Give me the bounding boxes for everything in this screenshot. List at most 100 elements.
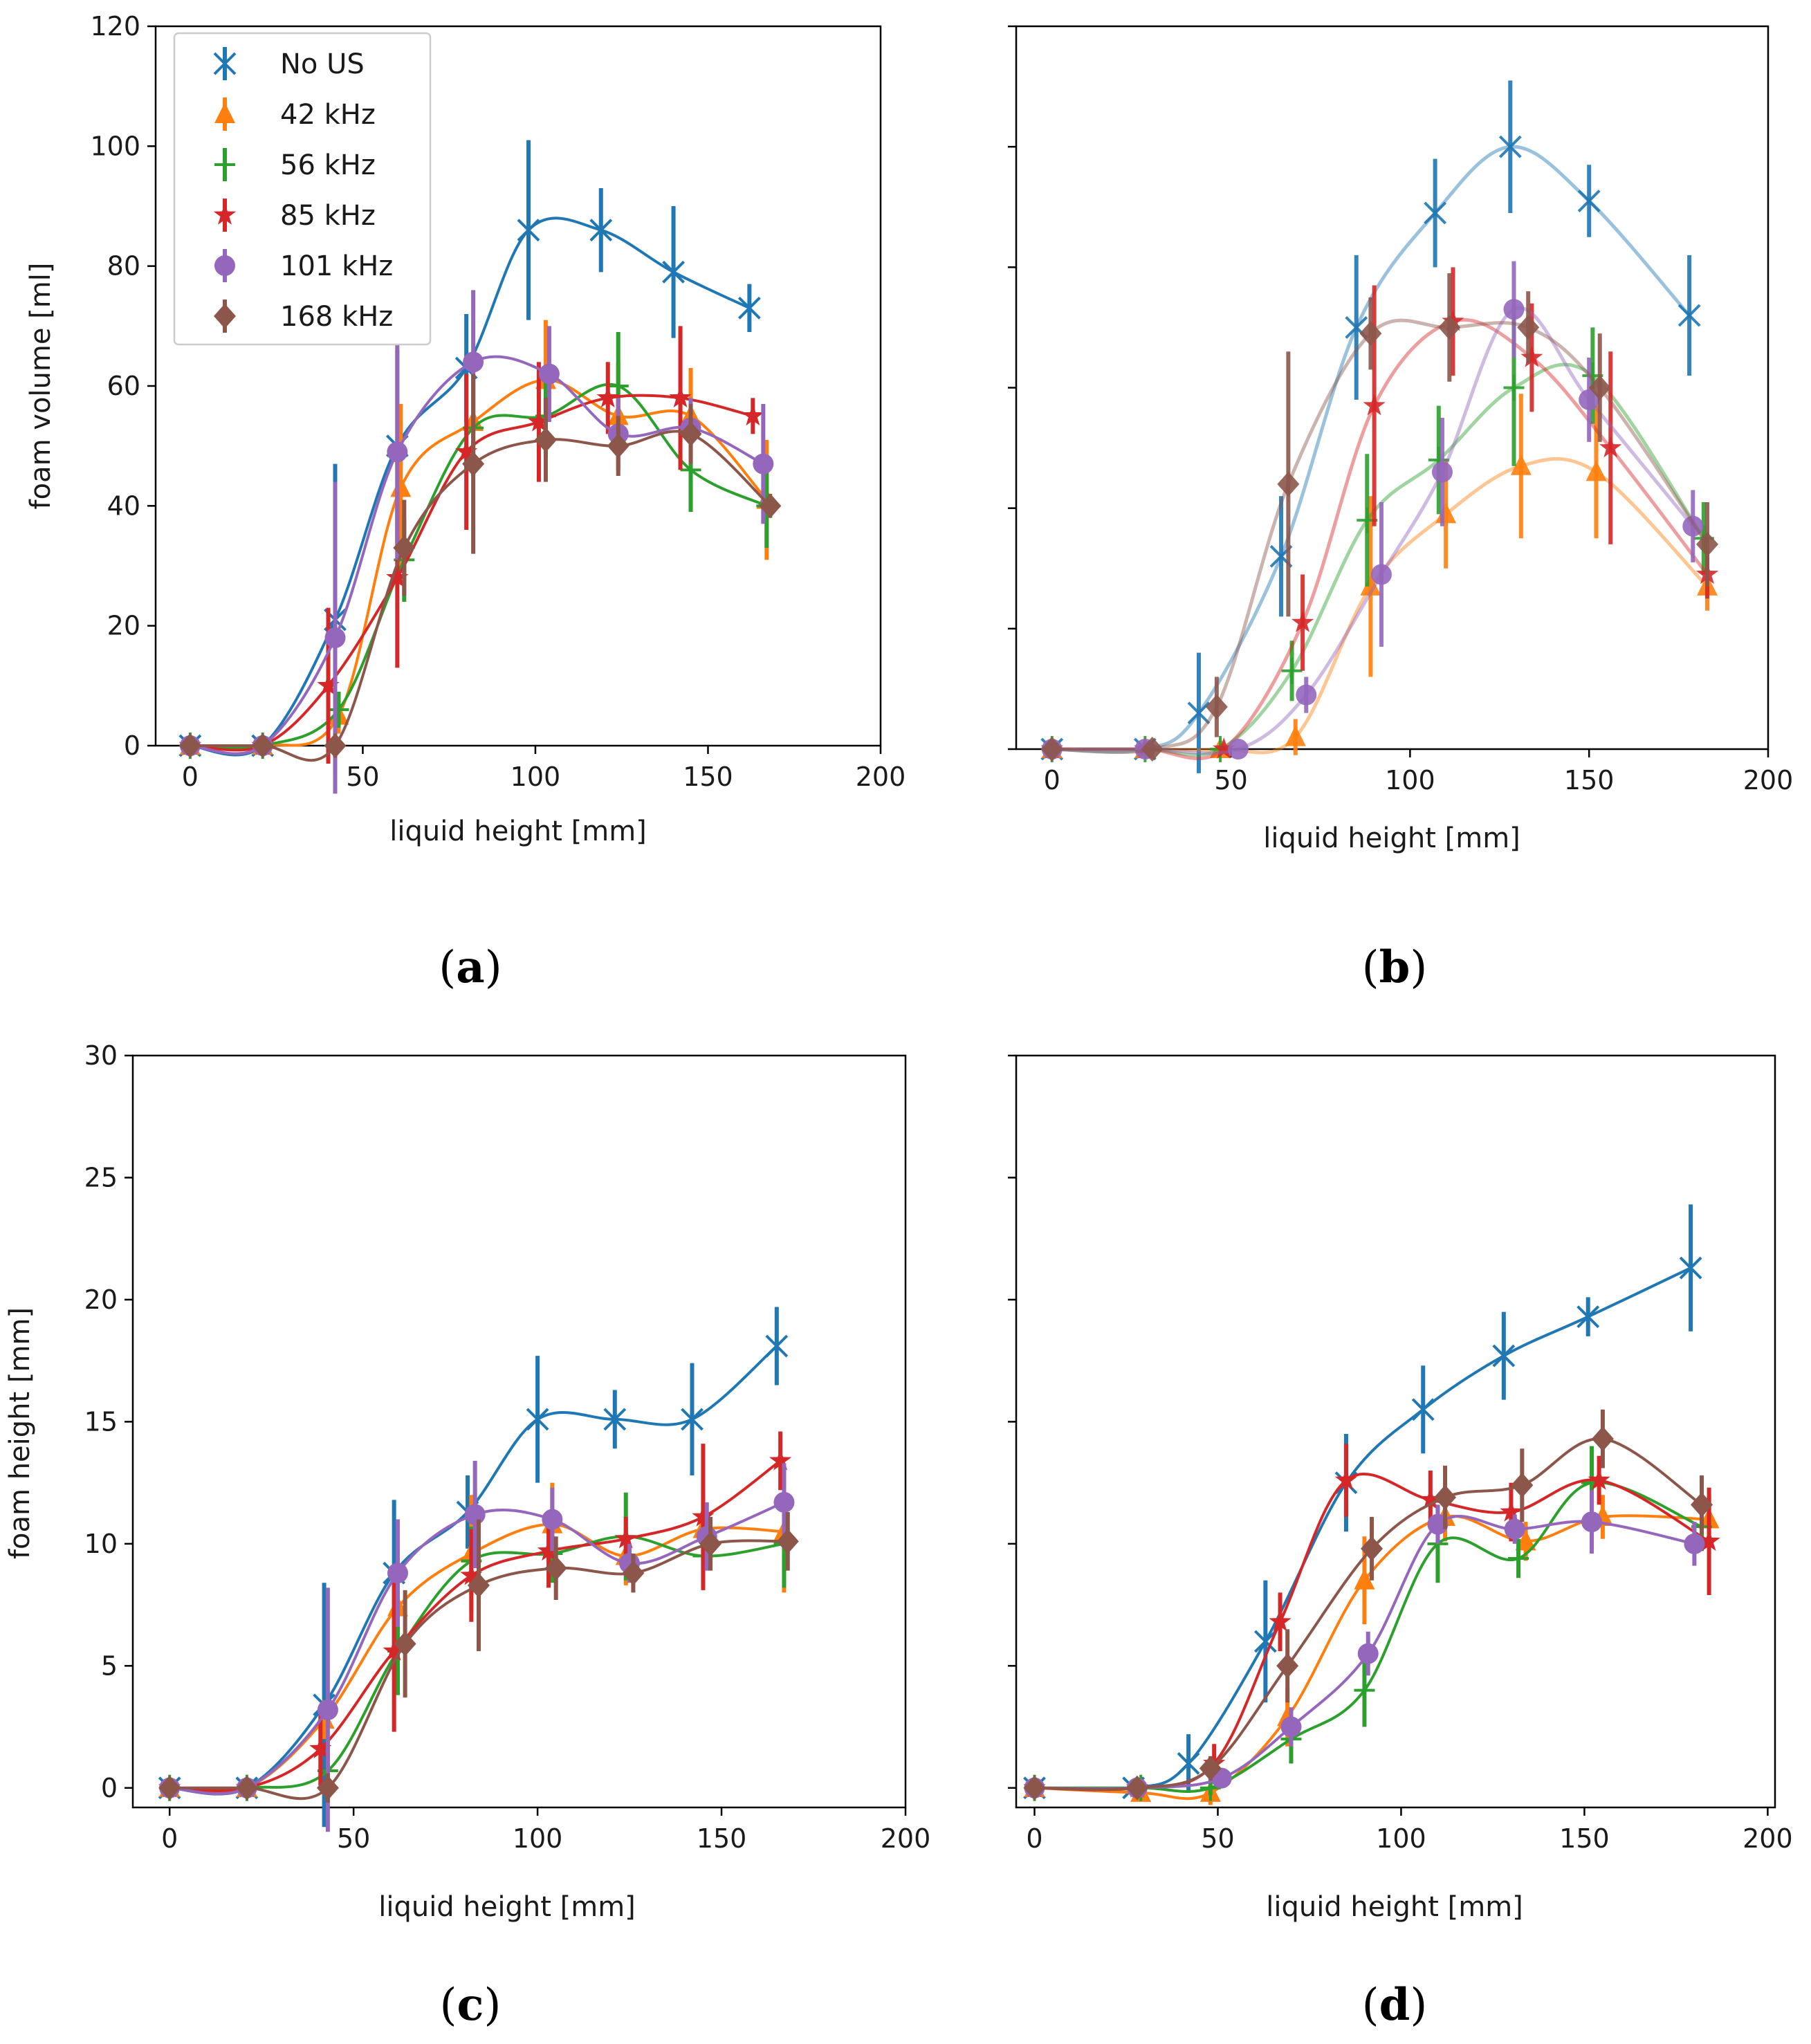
data-point (463, 351, 484, 373)
y-tick-label: 5 (101, 1650, 118, 1681)
legend-label: 56 kHz (280, 149, 376, 181)
plot-frame (131, 1054, 907, 1809)
data-point (679, 421, 702, 447)
data-point (1354, 1568, 1375, 1590)
y-tick-label: 30 (84, 1040, 118, 1071)
data-point (1517, 315, 1540, 340)
legend-label: 168 kHz (280, 301, 393, 333)
data-point (464, 1504, 486, 1525)
data-point (309, 1737, 332, 1759)
x-tick-label: 0 (1044, 765, 1060, 795)
data-point (386, 566, 409, 588)
data-point (383, 1639, 405, 1661)
x-tick-label: 100 (1385, 765, 1435, 795)
data-point (1588, 1468, 1610, 1490)
data-point (534, 427, 557, 452)
legend-label: No US (280, 48, 365, 80)
data-point (1354, 1677, 1375, 1704)
data-point (1213, 737, 1235, 759)
x-tick-label: 100 (1376, 1823, 1426, 1854)
data-point (467, 1572, 490, 1598)
series-line (169, 1539, 788, 1801)
data-point (390, 476, 412, 497)
data-point (394, 1631, 416, 1657)
data-point (1500, 1500, 1523, 1522)
x-tick-label: 0 (161, 1823, 178, 1854)
legend: No US 42 kHz 56 kHz 85 kHz 101 kHz 168 kHz (173, 32, 432, 346)
data-point (737, 296, 761, 320)
plot-frame (1015, 1054, 1776, 1809)
x-tick-label: 200 (1743, 1823, 1793, 1854)
legend-item: 85 kHz (213, 199, 376, 232)
data-point (387, 1563, 408, 1584)
x-axis-label: liquid height [mm] (378, 1891, 636, 1923)
panel-label: (d) (1362, 1979, 1428, 2031)
data-point (1227, 739, 1249, 759)
data-point (1357, 1643, 1379, 1664)
panel-label: (c) (440, 1979, 502, 2031)
x-tick-label: 50 (337, 1823, 370, 1854)
legend-item: 42 kHz (214, 98, 376, 131)
x-tick-label: 50 (346, 762, 379, 792)
star-icon (213, 203, 237, 225)
series-42-khz (179, 320, 778, 755)
data-point (614, 1527, 637, 1549)
y-tick-label: 20 (84, 1285, 118, 1315)
data-point (742, 404, 764, 426)
legend-item: 101 kHz (214, 249, 393, 282)
data-point (251, 733, 274, 758)
data-point (1125, 1775, 1148, 1801)
x-tick-label: 150 (1564, 765, 1615, 795)
data-point (1591, 1426, 1614, 1452)
data-point (387, 441, 408, 463)
x-axis-label: liquid height [mm] (1266, 1891, 1523, 1923)
circle-icon (214, 255, 235, 276)
data-point (544, 1556, 567, 1581)
panel-letter: d (1379, 1979, 1410, 2031)
legend-item: 168 kHz (214, 300, 393, 333)
data-point (596, 386, 619, 408)
series-line (190, 378, 768, 750)
legend-label: 101 kHz (280, 250, 393, 282)
y-tick-label: 100 (90, 131, 140, 161)
data-point (393, 535, 416, 560)
series-line (1034, 1437, 1703, 1791)
data-point (1431, 461, 1453, 483)
data-point (1424, 201, 1447, 225)
data-point (773, 1491, 795, 1513)
diamond-icon (214, 304, 236, 329)
series-168-khz (1023, 1409, 1713, 1801)
panel-b: 0 50 100 150 200 liquid height [mm] (b) (1008, 25, 1793, 993)
series-line (1034, 1480, 1702, 1793)
data-point (1438, 315, 1461, 340)
data-point (517, 219, 540, 242)
data-point (681, 1408, 704, 1431)
series-line (190, 383, 768, 750)
legend-label: 42 kHz (280, 99, 376, 131)
series-line (1051, 145, 1691, 754)
x-tick-label: 100 (511, 762, 561, 792)
series-85-khz (1023, 1444, 1720, 1798)
x-tick-label: 50 (1214, 765, 1247, 795)
axis-ticks: 0 50 100 150 200 0 20 40 60 80 100 120 (90, 11, 906, 792)
data-point (753, 453, 774, 475)
data-point (1520, 346, 1543, 367)
data-point (1677, 304, 1701, 327)
x-tick-label: 150 (697, 1823, 747, 1854)
data-point (1577, 190, 1601, 212)
data-point (1576, 1305, 1600, 1329)
data-point (1503, 374, 1525, 401)
legend-item: 56 kHz (214, 148, 376, 181)
data-point (1334, 1468, 1358, 1490)
x-axis-label: liquid height [mm] (389, 816, 647, 847)
data-point (1691, 1492, 1713, 1518)
data-point (1276, 1653, 1299, 1679)
data-point (1277, 471, 1300, 497)
series-group (178, 140, 782, 794)
data-point (1269, 1610, 1291, 1632)
data-point (1363, 394, 1386, 416)
data-point (538, 363, 560, 385)
y-axis-label: foam volume [ml] (25, 263, 57, 510)
x-tick-label: 0 (1026, 1823, 1042, 1854)
